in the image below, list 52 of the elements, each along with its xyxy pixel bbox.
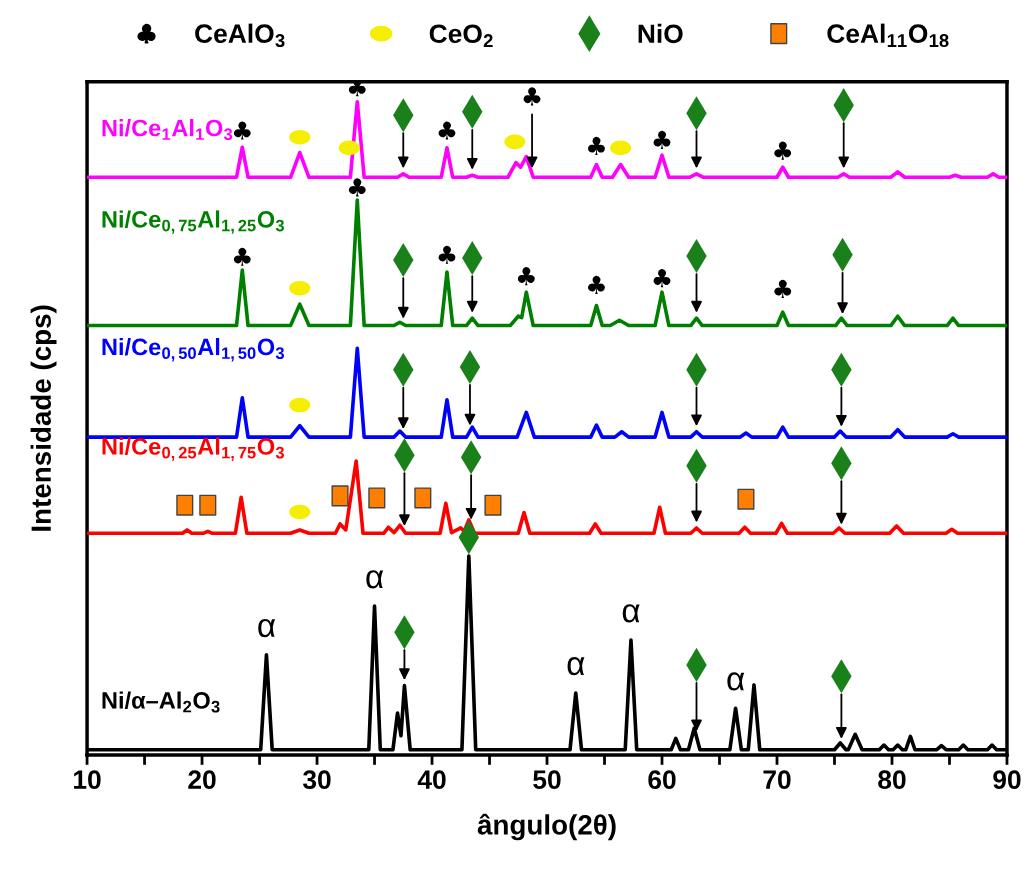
point bbox=[414, 487, 432, 509]
annotation: α bbox=[622, 604, 640, 623]
legend-label: NiO bbox=[638, 23, 683, 44]
point bbox=[331, 485, 349, 507]
point bbox=[233, 121, 251, 140]
point bbox=[438, 121, 456, 140]
x-tick-label: 30 bbox=[302, 770, 331, 790]
series-label: Ni/α–Al$_{2}$O$_{3}$ bbox=[102, 691, 220, 713]
point bbox=[653, 269, 671, 288]
point bbox=[653, 130, 671, 149]
point bbox=[588, 275, 605, 294]
text: Ni/Ce$_{0,25}$Al$_{1,75}$O$_{3}$ bbox=[102, 437, 284, 461]
point bbox=[176, 494, 194, 516]
annotation: α bbox=[366, 570, 384, 589]
annotation: α bbox=[727, 672, 745, 691]
legend-label: CeAlO$_{3}$ bbox=[195, 23, 285, 48]
x-axis-title: ângulo(2θ) bbox=[477, 813, 616, 841]
point bbox=[289, 504, 311, 520]
text: Ni/Ce$_{0,75}$Al$_{1,25}$O$_{3}$ bbox=[102, 210, 284, 234]
x-tick-label: 20 bbox=[188, 770, 216, 790]
legend-label: CeO$_{2}$ bbox=[429, 24, 493, 48]
point bbox=[774, 141, 792, 160]
x-tick-label: 90 bbox=[993, 770, 1021, 790]
series-label: Ni/Ce$_{1}$Al$_{1}$O$_{3}$ bbox=[102, 119, 233, 141]
point bbox=[517, 267, 535, 286]
point bbox=[484, 494, 502, 516]
text: Ni/Ce$_{0,50}$Al$_{1,50}$O$_{3}$ bbox=[102, 337, 284, 362]
point bbox=[504, 134, 526, 150]
point bbox=[289, 397, 311, 413]
point bbox=[233, 247, 251, 266]
point bbox=[289, 129, 311, 145]
x-tick-label: 80 bbox=[878, 770, 906, 790]
point bbox=[368, 487, 386, 509]
point bbox=[199, 494, 217, 516]
x-tick-label: 50 bbox=[533, 770, 561, 790]
point bbox=[289, 280, 311, 296]
annotation: α bbox=[258, 618, 276, 638]
x-tick-label: 60 bbox=[648, 770, 676, 790]
point bbox=[523, 87, 541, 106]
point bbox=[438, 245, 456, 264]
point bbox=[338, 140, 360, 156]
y-axis-title: Intensidade (cps) bbox=[30, 305, 57, 531]
x-tick-label: 40 bbox=[417, 770, 446, 790]
x-tick-label: 70 bbox=[763, 770, 791, 790]
annotation: α bbox=[567, 656, 585, 676]
point bbox=[588, 136, 605, 155]
point bbox=[348, 178, 366, 197]
x-tick-label: 10 bbox=[74, 770, 101, 790]
legend-label: CeAl$_{11}$O$_{18}$ bbox=[827, 23, 949, 48]
point bbox=[737, 488, 755, 510]
point bbox=[610, 140, 632, 156]
point bbox=[774, 279, 792, 298]
